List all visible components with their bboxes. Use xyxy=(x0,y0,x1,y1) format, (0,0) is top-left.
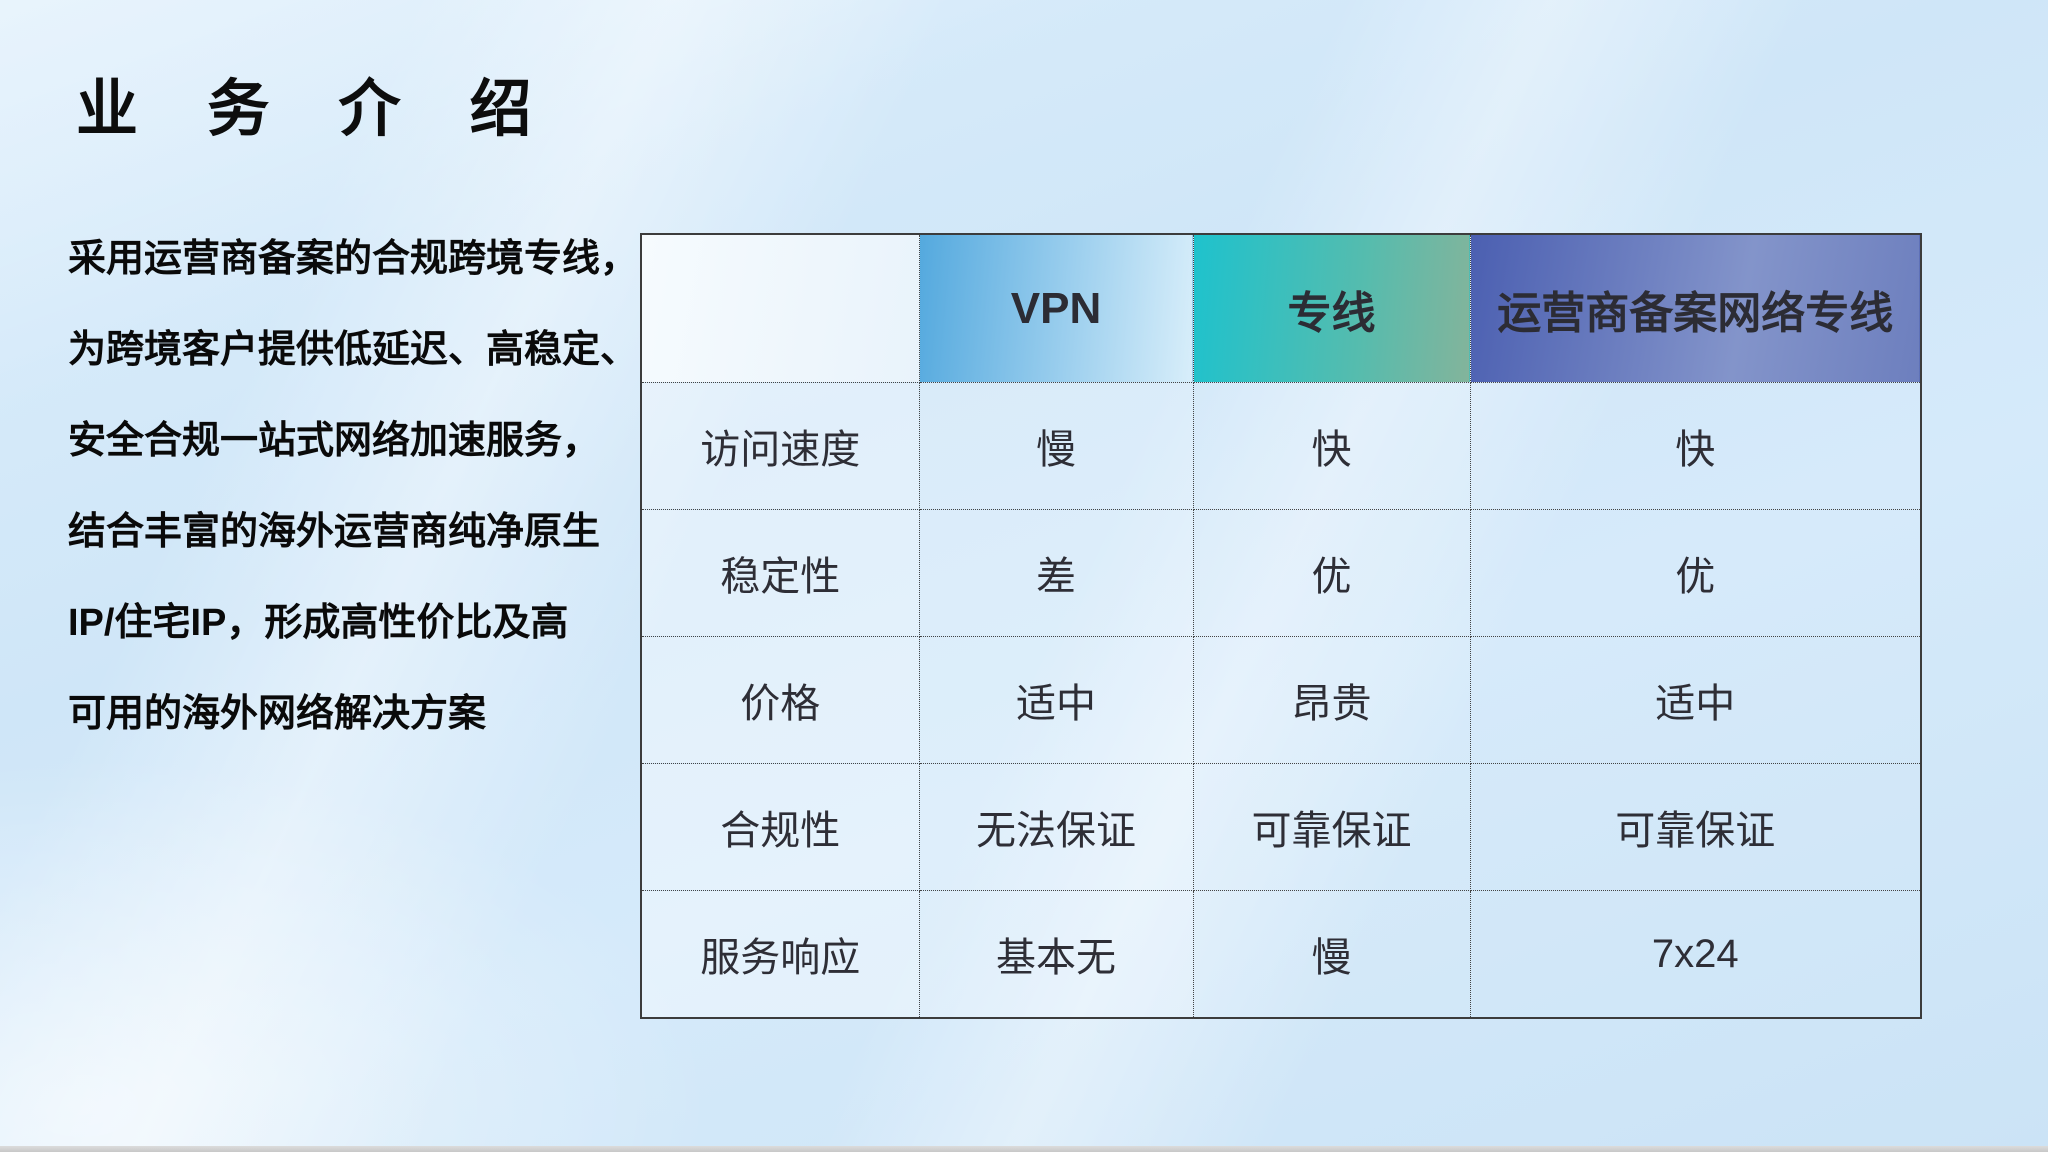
cell-compliance-line: 可靠保证 xyxy=(1192,763,1471,891)
comparison-table: VPN 专线 运营商备案网络专线 访问速度 慢 快 快 稳定性 差 优 优 价格… xyxy=(640,233,1922,1019)
description-line: 安全合规一站式网络加速服务， xyxy=(68,420,601,462)
cell-stability-vpn: 差 xyxy=(918,509,1194,637)
cell-stability-line: 优 xyxy=(1192,509,1471,637)
cell-compliance-carrier: 可靠保证 xyxy=(1469,763,1922,891)
business-description: 采用运营商备案的合规跨境专线， 为跨境客户提供低延迟、高稳定、 安全合规一站式网… xyxy=(68,214,643,760)
table-row: 合规性 无法保证 可靠保证 可靠保证 xyxy=(640,763,1922,891)
table-row: 价格 适中 昂贵 适中 xyxy=(640,636,1922,764)
header-dedicated-line: 专线 xyxy=(1192,233,1471,383)
cell-service-response-vpn: 基本无 xyxy=(918,890,1194,1019)
table-row: 服务响应 基本无 慢 7x24 xyxy=(640,890,1922,1019)
page-title: 业 务 介 绍 xyxy=(76,75,558,144)
table-row: 访问速度 慢 快 快 xyxy=(640,382,1922,510)
cell-price-vpn: 适中 xyxy=(918,636,1194,764)
cell-compliance-vpn: 无法保证 xyxy=(918,763,1194,891)
cell-price-carrier: 适中 xyxy=(1469,636,1922,764)
cell-service-response-line: 慢 xyxy=(1192,890,1471,1019)
table-header-row: VPN 专线 运营商备案网络专线 xyxy=(640,233,1922,383)
cell-access-speed-line: 快 xyxy=(1192,382,1471,510)
description-line: 可用的海外网络解决方案 xyxy=(68,693,487,735)
cell-service-response-carrier: 7x24 xyxy=(1469,890,1922,1019)
description-line: 采用运营商备案的合规跨境专线， xyxy=(68,238,639,280)
description-line: 结合丰富的海外运营商纯净原生 xyxy=(68,511,601,553)
description-line: 为跨境客户提供低延迟、高稳定、 xyxy=(68,329,639,371)
header-carrier-filed-line: 运营商备案网络专线 xyxy=(1469,233,1922,383)
cell-price-line: 昂贵 xyxy=(1192,636,1471,764)
row-label-stability: 稳定性 xyxy=(640,509,920,637)
description-line: IP/住宅IP，形成高性价比及高 xyxy=(68,602,569,644)
row-label-access-speed: 访问速度 xyxy=(640,382,920,510)
header-vpn: VPN xyxy=(918,233,1194,383)
cell-access-speed-vpn: 慢 xyxy=(918,382,1194,510)
cell-access-speed-carrier: 快 xyxy=(1469,382,1922,510)
row-label-price: 价格 xyxy=(640,636,920,764)
row-label-service-response: 服务响应 xyxy=(640,890,920,1019)
slide-bottom-edge xyxy=(0,1146,2048,1152)
table-row: 稳定性 差 优 优 xyxy=(640,509,1922,637)
row-label-compliance: 合规性 xyxy=(640,763,920,891)
cell-stability-carrier: 优 xyxy=(1469,509,1922,637)
header-blank xyxy=(640,233,920,383)
